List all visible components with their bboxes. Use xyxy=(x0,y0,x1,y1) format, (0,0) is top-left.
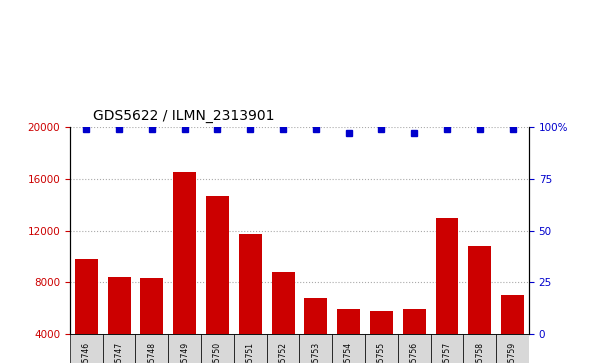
Bar xyxy=(201,334,234,363)
Text: GSM1515748: GSM1515748 xyxy=(147,342,156,363)
Bar xyxy=(337,309,360,363)
Text: GDS5622 / ILMN_2313901: GDS5622 / ILMN_2313901 xyxy=(93,109,274,123)
Bar xyxy=(75,259,98,363)
Bar xyxy=(300,334,332,363)
Bar xyxy=(435,217,458,363)
Bar xyxy=(272,272,294,363)
Bar xyxy=(398,334,430,363)
Bar xyxy=(496,334,529,363)
Bar xyxy=(305,298,327,363)
Bar xyxy=(136,334,168,363)
Bar xyxy=(70,334,103,363)
Bar xyxy=(365,334,398,363)
Bar xyxy=(239,234,261,363)
Bar xyxy=(332,334,365,363)
Bar xyxy=(370,311,393,363)
Bar xyxy=(501,295,524,363)
Text: GSM1515751: GSM1515751 xyxy=(246,342,255,363)
Bar xyxy=(168,334,201,363)
Text: GSM1515747: GSM1515747 xyxy=(114,342,123,363)
Bar xyxy=(206,196,229,363)
Bar xyxy=(430,334,463,363)
Text: GSM1515758: GSM1515758 xyxy=(475,342,485,363)
Bar xyxy=(463,334,496,363)
Bar xyxy=(234,334,267,363)
Bar xyxy=(108,277,131,363)
Text: GSM1515759: GSM1515759 xyxy=(508,342,517,363)
Text: GSM1515754: GSM1515754 xyxy=(344,342,353,363)
Bar xyxy=(140,278,164,363)
Text: GSM1515746: GSM1515746 xyxy=(82,342,91,363)
Text: GSM1515755: GSM1515755 xyxy=(377,342,386,363)
Bar xyxy=(468,246,491,363)
Bar xyxy=(103,334,136,363)
Bar xyxy=(267,334,300,363)
Text: GSM1515757: GSM1515757 xyxy=(443,342,452,363)
Bar xyxy=(402,309,426,363)
Text: GSM1515750: GSM1515750 xyxy=(213,342,222,363)
Bar xyxy=(173,172,196,363)
Text: GSM1515752: GSM1515752 xyxy=(278,342,288,363)
Text: GSM1515756: GSM1515756 xyxy=(410,342,419,363)
Text: GSM1515753: GSM1515753 xyxy=(311,342,320,363)
Text: GSM1515749: GSM1515749 xyxy=(180,342,189,363)
